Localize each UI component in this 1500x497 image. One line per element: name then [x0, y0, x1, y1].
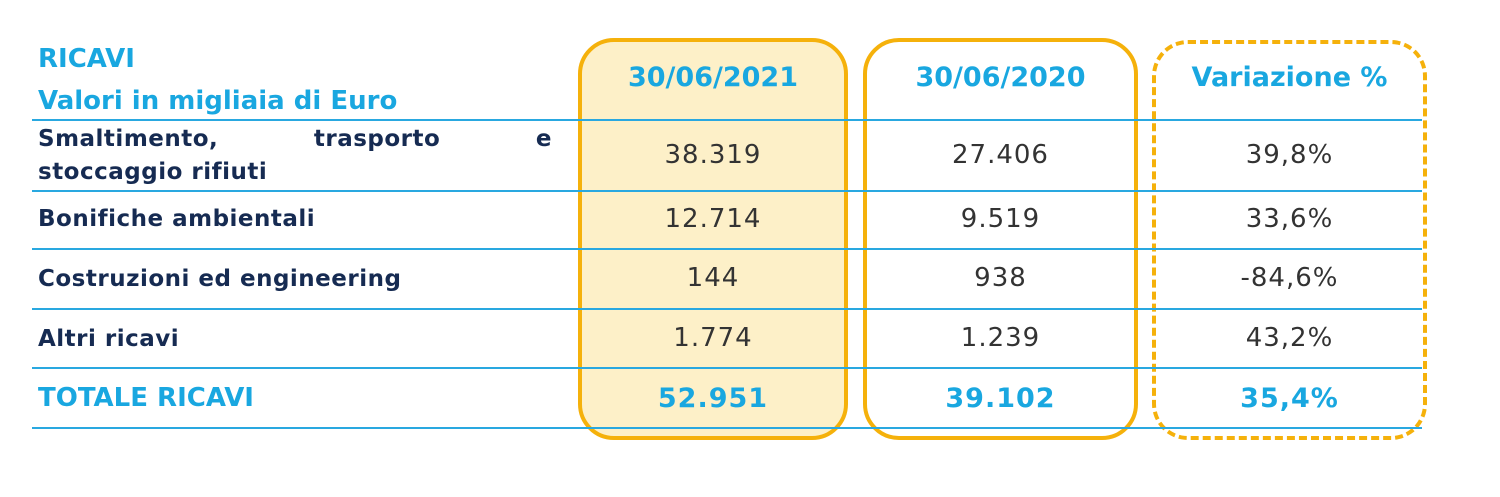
row-label-remediation: Bonifiche ambientali	[38, 206, 316, 232]
row-label-other: Altri ricavi	[38, 326, 180, 352]
total-2021: 52.951	[657, 383, 769, 414]
total-2020: 39.102	[945, 383, 1056, 414]
row-label-word: e	[535, 126, 552, 152]
row-divider	[32, 308, 1422, 310]
column-highlight-2020	[863, 38, 1138, 440]
cell-waste-variation: 39,8%	[1245, 140, 1334, 170]
row-divider	[32, 427, 1422, 429]
row-label-waste-line1: Smaltimento, trasporto e	[38, 126, 552, 152]
row-divider	[32, 119, 1422, 121]
cell-waste-2021: 38.319	[664, 140, 762, 170]
column-header-2020: 30/06/2020	[915, 62, 1086, 93]
column-highlight-2021	[578, 38, 848, 440]
cell-other-variation: 43,2%	[1245, 323, 1334, 353]
column-highlight-variation	[1152, 40, 1427, 440]
row-divider	[32, 190, 1422, 192]
column-header-2021: 30/06/2021	[627, 62, 798, 93]
cell-other-2020: 1.239	[960, 323, 1041, 353]
total-label: TOTALE RICAVI	[38, 383, 254, 413]
row-divider	[32, 367, 1422, 369]
cell-construction-2021: 144	[686, 263, 740, 293]
cell-remediation-2020: 9.519	[960, 204, 1041, 234]
column-header-variation: Variazione %	[1191, 62, 1388, 93]
cell-remediation-2021: 12.714	[664, 204, 762, 234]
row-label-construction: Costruzioni ed engineering	[38, 266, 402, 292]
cell-remediation-variation: 33,6%	[1245, 204, 1334, 234]
row-label-word: trasporto	[313, 126, 441, 152]
row-label-word: Smaltimento,	[38, 126, 219, 152]
cell-waste-2020: 27.406	[952, 140, 1049, 170]
table-subtitle: Valori in migliaia di Euro	[38, 86, 398, 116]
cell-other-2021: 1.774	[673, 323, 753, 353]
row-divider	[32, 248, 1422, 250]
table-title: RICAVI	[38, 44, 135, 74]
cell-construction-variation: -84,6%	[1240, 263, 1339, 293]
row-label-waste-line2: stoccaggio rifiuti	[38, 159, 268, 185]
total-variation: 35,4%	[1240, 383, 1339, 414]
cell-construction-2020: 938	[974, 263, 1027, 293]
